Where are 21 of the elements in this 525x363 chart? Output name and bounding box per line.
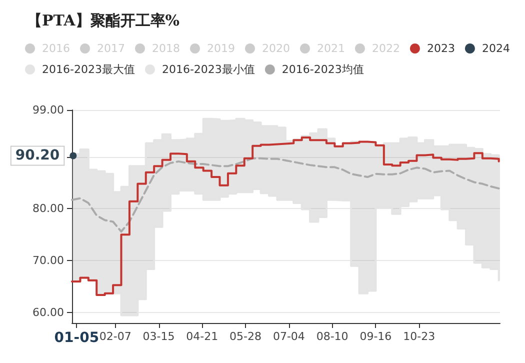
x-tick-label: 08-10 [316, 330, 348, 343]
y-tick-label: 60.00 [32, 306, 64, 320]
x-tick-label: 02-07 [99, 330, 132, 343]
y-tick-label: 80.00 [32, 202, 64, 216]
legend-label: 2016-2023最大值 [42, 63, 135, 76]
x-tick-label: 04-21 [186, 330, 218, 343]
x-tick-label: 03-15 [142, 330, 175, 343]
x-tick-label: 07-04 [272, 330, 305, 343]
line-series [71, 157, 500, 233]
chart-title: 【PTA】聚酯开工率% [27, 12, 180, 30]
y-tick-label: 99.00 [32, 104, 64, 116]
legend-label: 2016-2023均值 [282, 63, 364, 76]
y-tick-label: 70.00 [32, 254, 64, 268]
legend-label: 2024 [482, 42, 510, 55]
x-tick-label: 09-16 [360, 330, 392, 343]
legend-label: 2016-2023最小值 [162, 63, 255, 76]
data-label: 90.20 [15, 148, 60, 164]
x-tick-label: 10-23 [403, 330, 436, 343]
x-tick-label: 05-28 [230, 330, 262, 343]
legend-label: 2023 [426, 42, 455, 55]
x-tick-label: 01-05 [54, 330, 100, 346]
